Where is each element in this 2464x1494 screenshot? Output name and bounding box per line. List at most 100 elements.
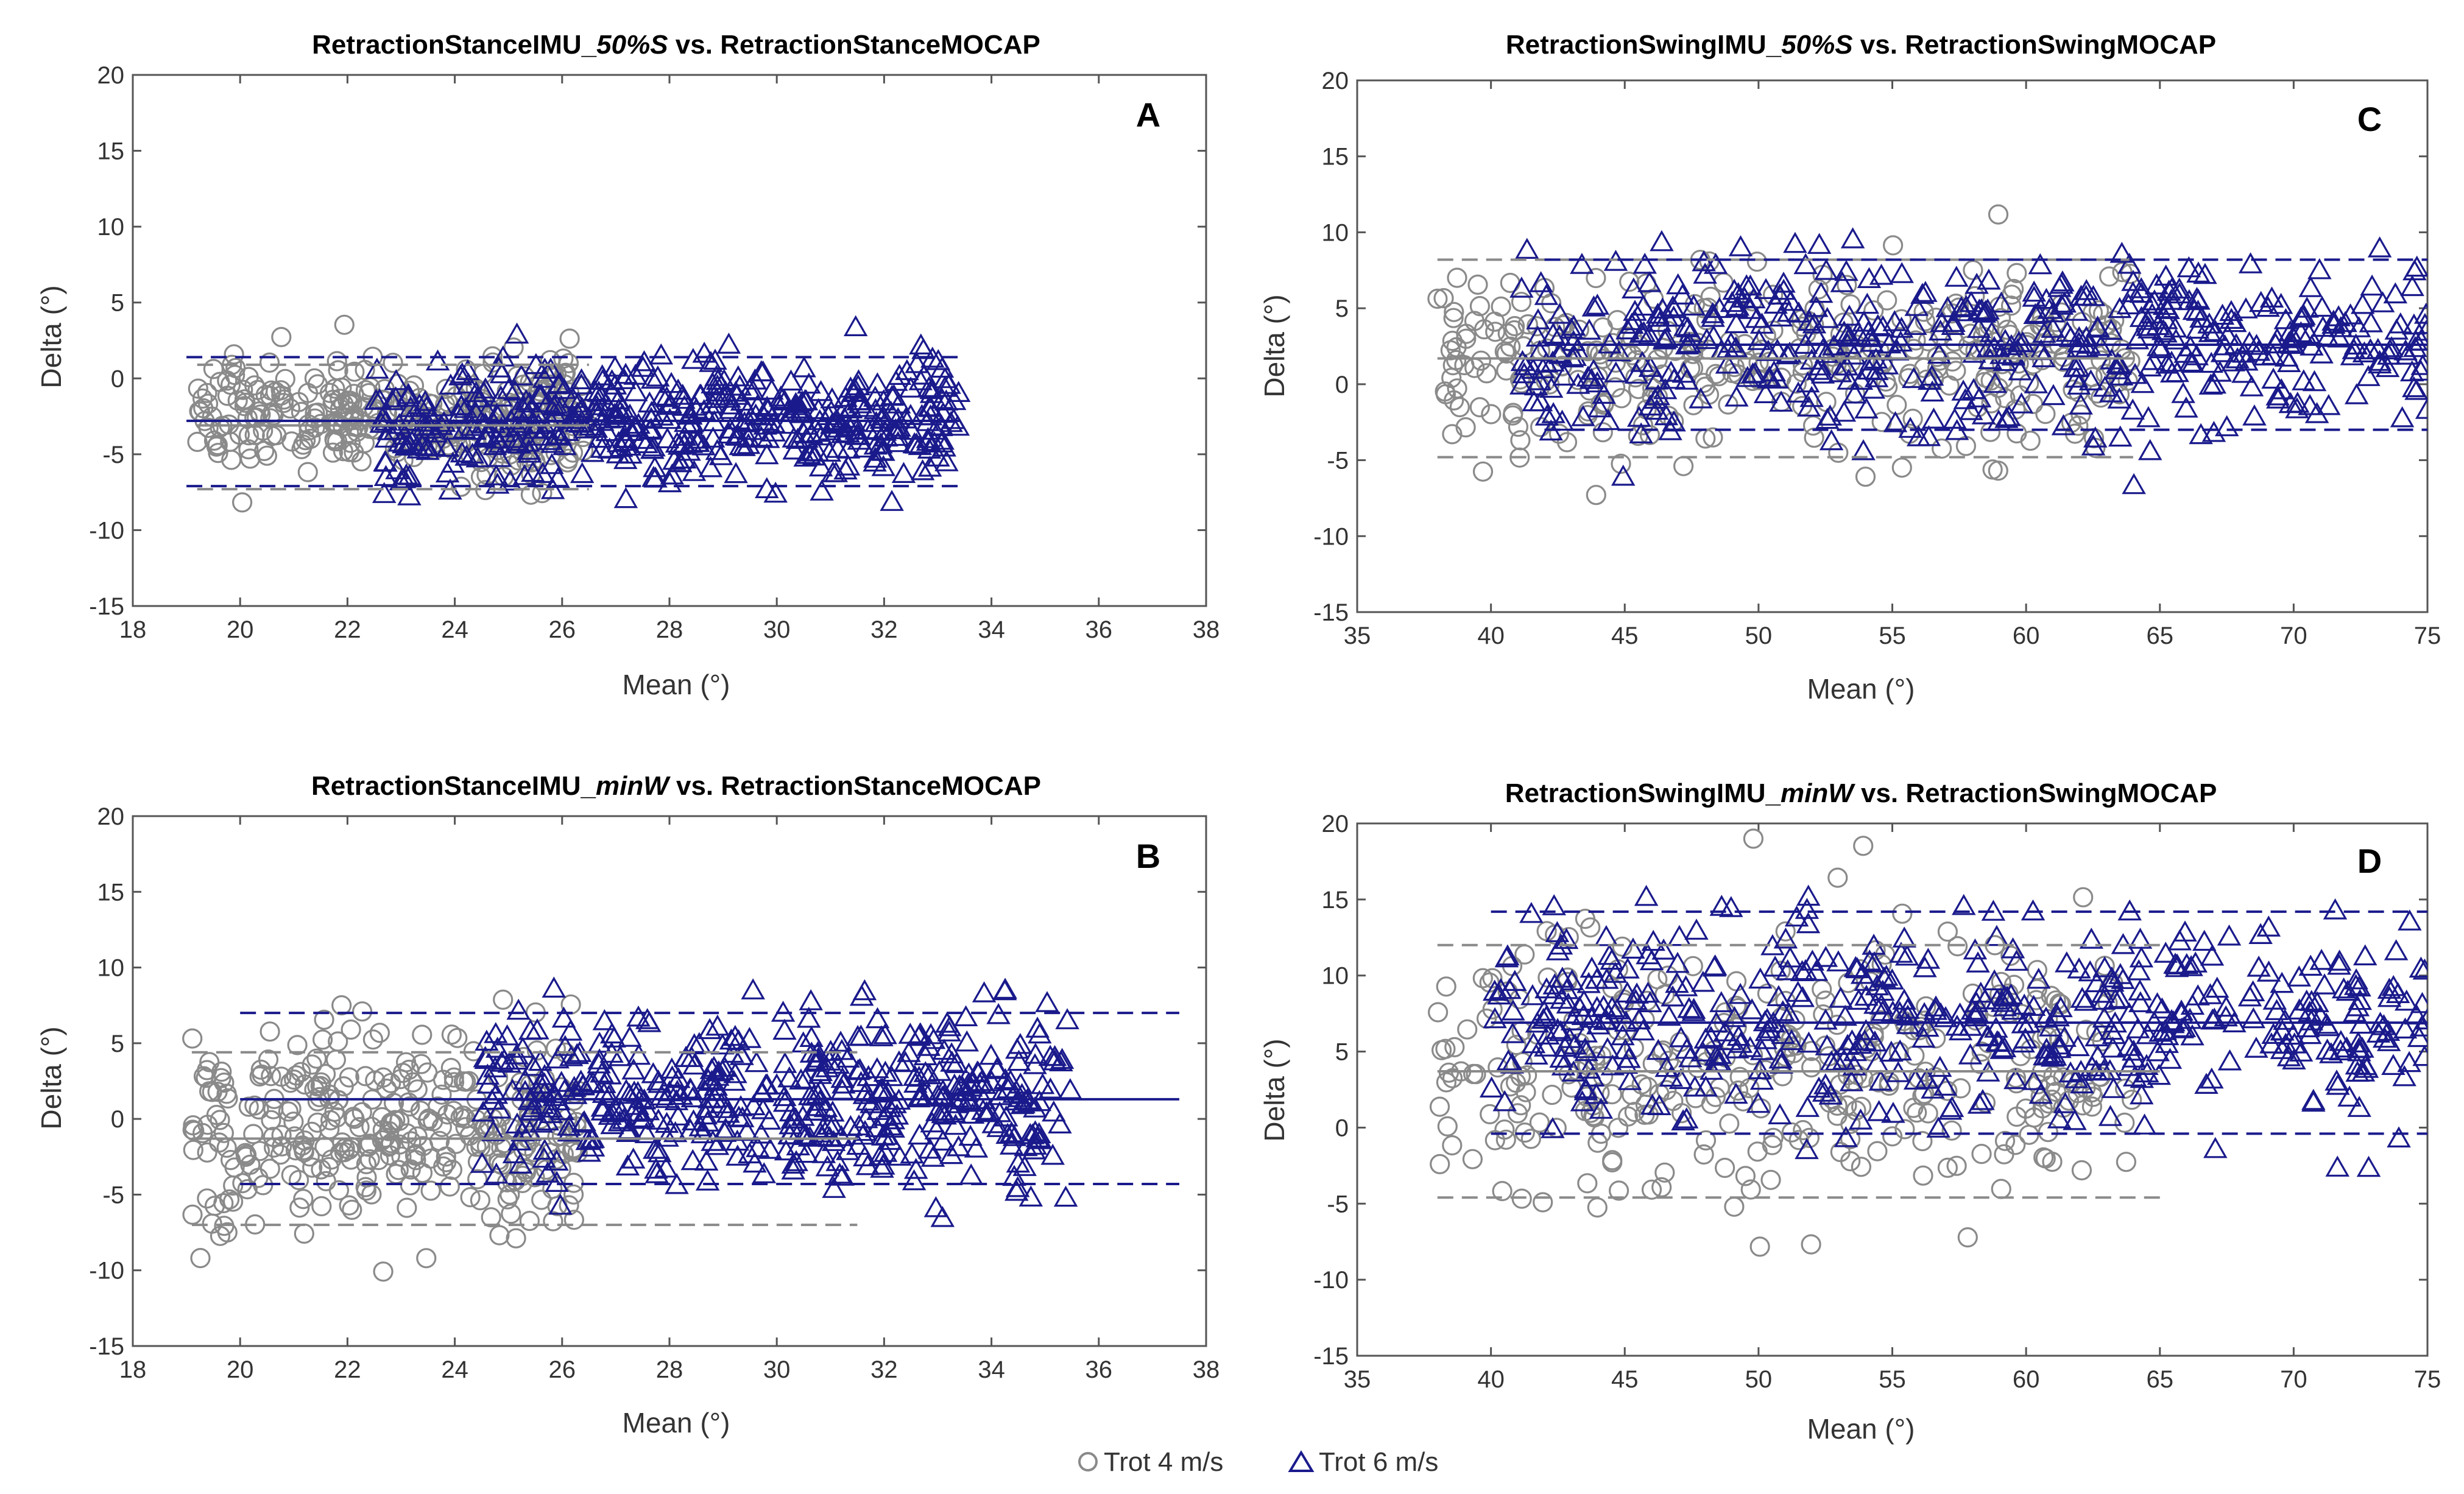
data-point-trot-6: [1923, 998, 1948, 1020]
data-point-trot-4: [365, 1070, 386, 1091]
data-point-trot-4: [1786, 1035, 1807, 1056]
data-point-trot-4: [532, 482, 552, 504]
data-point-trot-4: [197, 1142, 217, 1163]
data-point-trot-6: [1892, 926, 1916, 948]
data-point-trot-6: [1768, 1103, 1792, 1125]
data-point-trot-6: [1650, 230, 1674, 252]
data-point-trot-4: [1592, 422, 1613, 443]
data-point-trot-6: [2007, 331, 2032, 352]
data-point-trot-4: [1467, 274, 1488, 295]
panel-title-a: RetractionStanceIMU_50%S vs. RetractionS…: [312, 30, 1040, 60]
data-point-trot-6: [2069, 393, 2093, 415]
data-point-trot-6: [1573, 1077, 1598, 1099]
data-point-trot-6: [1483, 1007, 1507, 1029]
data-point-trot-6: [1550, 409, 1575, 431]
data-point-trot-6: [1848, 1108, 1873, 1130]
data-point-trot-6: [1855, 292, 1880, 314]
y-tick-label: -10: [89, 1258, 124, 1284]
data-point-trot-6: [1971, 1088, 1995, 1110]
data-point-trot-4: [1502, 405, 1523, 426]
data-point-trot-6: [2309, 342, 2334, 364]
data-point-trot-6: [995, 1122, 1020, 1144]
data-point-trot-6: [2388, 312, 2413, 334]
data-point-trot-4: [190, 1248, 211, 1269]
data-point-trot-6: [1718, 1029, 1742, 1051]
data-point-trot-4: [410, 1100, 431, 1121]
data-point-trot-4: [1724, 1196, 1745, 1217]
data-point-trot-4: [2027, 960, 2047, 981]
data-point-trot-6: [1025, 1126, 1050, 1147]
data-point-trot-6: [2404, 329, 2427, 351]
data-point-trot-6: [666, 378, 690, 400]
data-point-trot-6: [1747, 329, 1771, 350]
data-point-trot-6: [2176, 256, 2201, 278]
data-point-trot-6: [2159, 277, 2184, 298]
data-point-trot-6: [1673, 975, 1698, 996]
data-point-trot-4: [1587, 1197, 1608, 1218]
x-tick-label: 22: [334, 616, 361, 643]
data-point-trot-6: [1813, 1008, 1838, 1030]
data-point-trot-4: [1577, 1173, 1598, 1194]
data-point-trot-6: [2064, 1067, 2089, 1088]
data-point-trot-6: [2081, 434, 2106, 456]
data-point-trot-4: [2072, 311, 2092, 333]
data-point-trot-6: [476, 1073, 501, 1094]
data-point-trot-6: [552, 434, 577, 456]
data-point-trot-4: [1508, 417, 1528, 437]
data-point-trot-6: [746, 1136, 770, 1157]
data-point-trot-4: [1618, 1106, 1639, 1127]
data-point-trot-6: [678, 1077, 702, 1099]
data-point-trot-6: [1541, 1117, 1565, 1138]
data-point-trot-6: [955, 1030, 980, 1052]
data-point-trot-6: [1793, 253, 1818, 275]
data-point-trot-6: [716, 1101, 740, 1123]
x-axis-label-d: Mean (°): [1807, 1413, 1915, 1445]
data-point-trot-6: [2153, 942, 2178, 963]
data-point-trot-6: [959, 1163, 983, 1185]
data-point-trot-4: [331, 377, 352, 398]
data-point-trot-6: [2402, 376, 2426, 398]
data-point-trot-6: [871, 440, 895, 461]
data-point-trot-6: [577, 1071, 602, 1093]
data-point-trot-6: [1879, 1040, 1904, 1062]
data-point-trot-6: [1809, 281, 1834, 303]
data-point-trot-6: [568, 411, 593, 433]
data-point-trot-4: [297, 382, 319, 403]
data-point-trot-4: [2007, 423, 2027, 444]
data-point-trot-6: [634, 1122, 659, 1144]
data-point-trot-6: [2231, 361, 2256, 383]
data-point-trot-6: [1898, 417, 1922, 438]
data-point-trot-6: [1665, 971, 1689, 993]
data-point-trot-6: [498, 469, 523, 491]
data-point-trot-6: [2063, 356, 2087, 378]
data-point-trot-6: [1542, 894, 1566, 915]
data-point-trot-6: [2376, 344, 2401, 365]
data-point-trot-6: [878, 1114, 903, 1136]
data-point-trot-4: [232, 492, 253, 513]
data-point-trot-6: [454, 445, 479, 466]
data-point-trot-6: [1746, 1091, 1771, 1113]
data-point-trot-6: [1818, 1083, 1843, 1105]
data-point-trot-4: [224, 344, 244, 365]
data-point-trot-6: [1941, 311, 1966, 333]
data-point-trot-6: [1916, 948, 1941, 969]
data-point-trot-6: [1795, 371, 1820, 393]
x-axis-label-c: Mean (°): [1807, 673, 1915, 705]
data-point-trot-6: [2135, 309, 2160, 330]
data-point-trot-6: [571, 1073, 595, 1094]
data-point-trot-6: [2126, 1017, 2150, 1038]
data-point-trot-6: [1890, 262, 1914, 283]
data-point-trot-6: [2344, 383, 2369, 404]
data-point-trot-6: [2347, 975, 2371, 997]
data-point-trot-4: [1747, 1141, 1768, 1162]
data-point-trot-6: [2101, 1077, 2126, 1098]
y-tick-label: -5: [102, 442, 124, 468]
data-point-trot-4: [206, 436, 227, 457]
data-point-trot-6: [2387, 1126, 2411, 1148]
data-point-trot-4: [331, 995, 352, 1016]
data-point-trot-6: [484, 1022, 508, 1043]
y-tick-label: -15: [89, 593, 124, 620]
data-point-trot-6: [772, 1085, 797, 1107]
data-point-trot-6: [799, 989, 823, 1010]
data-point-trot-6: [2167, 929, 2192, 951]
